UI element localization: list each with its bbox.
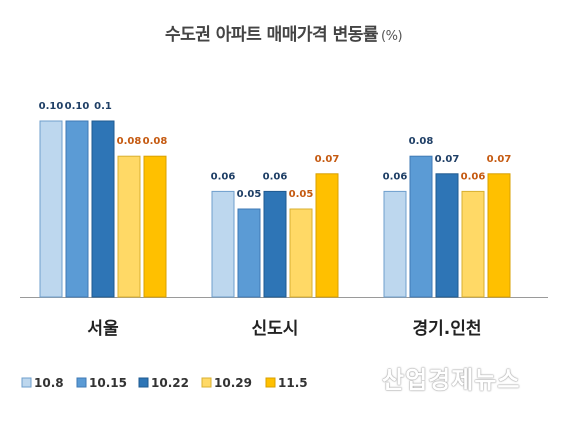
- legend-swatch: [265, 377, 276, 388]
- legend-swatch: [76, 377, 87, 388]
- data-label: 0.06: [461, 171, 486, 182]
- watermark: 산업경제뉴스: [382, 366, 521, 394]
- bar-3-4: [461, 190, 485, 298]
- category-label: 서울: [87, 319, 119, 339]
- data-label: 0.08: [143, 136, 168, 147]
- data-label: 0.06: [211, 171, 236, 182]
- bar-2-3: [263, 190, 287, 298]
- data-label: 0.05: [289, 189, 314, 200]
- bar-2-5: [315, 173, 339, 298]
- bar-3-3: [435, 173, 459, 298]
- bar-1-1: [39, 120, 63, 298]
- legend-label: 10.29: [214, 376, 252, 390]
- bar-3-5: [487, 173, 511, 298]
- bar-3-2: [409, 155, 433, 298]
- chart-title-text: 수도권 아파트 매매가격 변동률: [164, 25, 379, 45]
- legend-label: 10.8: [34, 376, 64, 390]
- data-label: 0.1: [94, 101, 112, 112]
- data-label: 0.07: [487, 154, 512, 165]
- legend-swatch: [138, 377, 149, 388]
- data-label: 0.07: [315, 154, 340, 165]
- data-label: 0.06: [383, 171, 408, 182]
- data-label: 0.05: [237, 189, 262, 200]
- bar-3-1: [383, 190, 407, 298]
- data-label: 0.07: [435, 154, 460, 165]
- bar-1-2: [65, 120, 89, 298]
- data-label: 0.10: [39, 101, 64, 112]
- legend-swatch: [201, 377, 212, 388]
- bar-1-3: [91, 120, 115, 298]
- data-label: 0.08: [117, 136, 142, 147]
- legend-swatch: [21, 377, 32, 388]
- legend-label: 10.22: [151, 376, 189, 390]
- legend-label: 11.5: [278, 376, 308, 390]
- bar-2-1: [211, 190, 235, 298]
- chart-title: 수도권 아파트 매매가격 변동률 (%): [0, 20, 567, 45]
- bar-2-2: [237, 208, 261, 298]
- category-label: 신도시: [252, 319, 299, 339]
- bar-2-4: [289, 208, 313, 298]
- category-label: 경기.인천: [412, 319, 481, 339]
- bar-1-5: [143, 155, 167, 298]
- legend-label: 10.15: [89, 376, 127, 390]
- data-label: 0.10: [65, 101, 90, 112]
- data-label: 0.08: [409, 136, 434, 147]
- chart-unit: (%): [381, 29, 403, 44]
- bar-1-4: [117, 155, 141, 298]
- data-label: 0.06: [263, 171, 288, 182]
